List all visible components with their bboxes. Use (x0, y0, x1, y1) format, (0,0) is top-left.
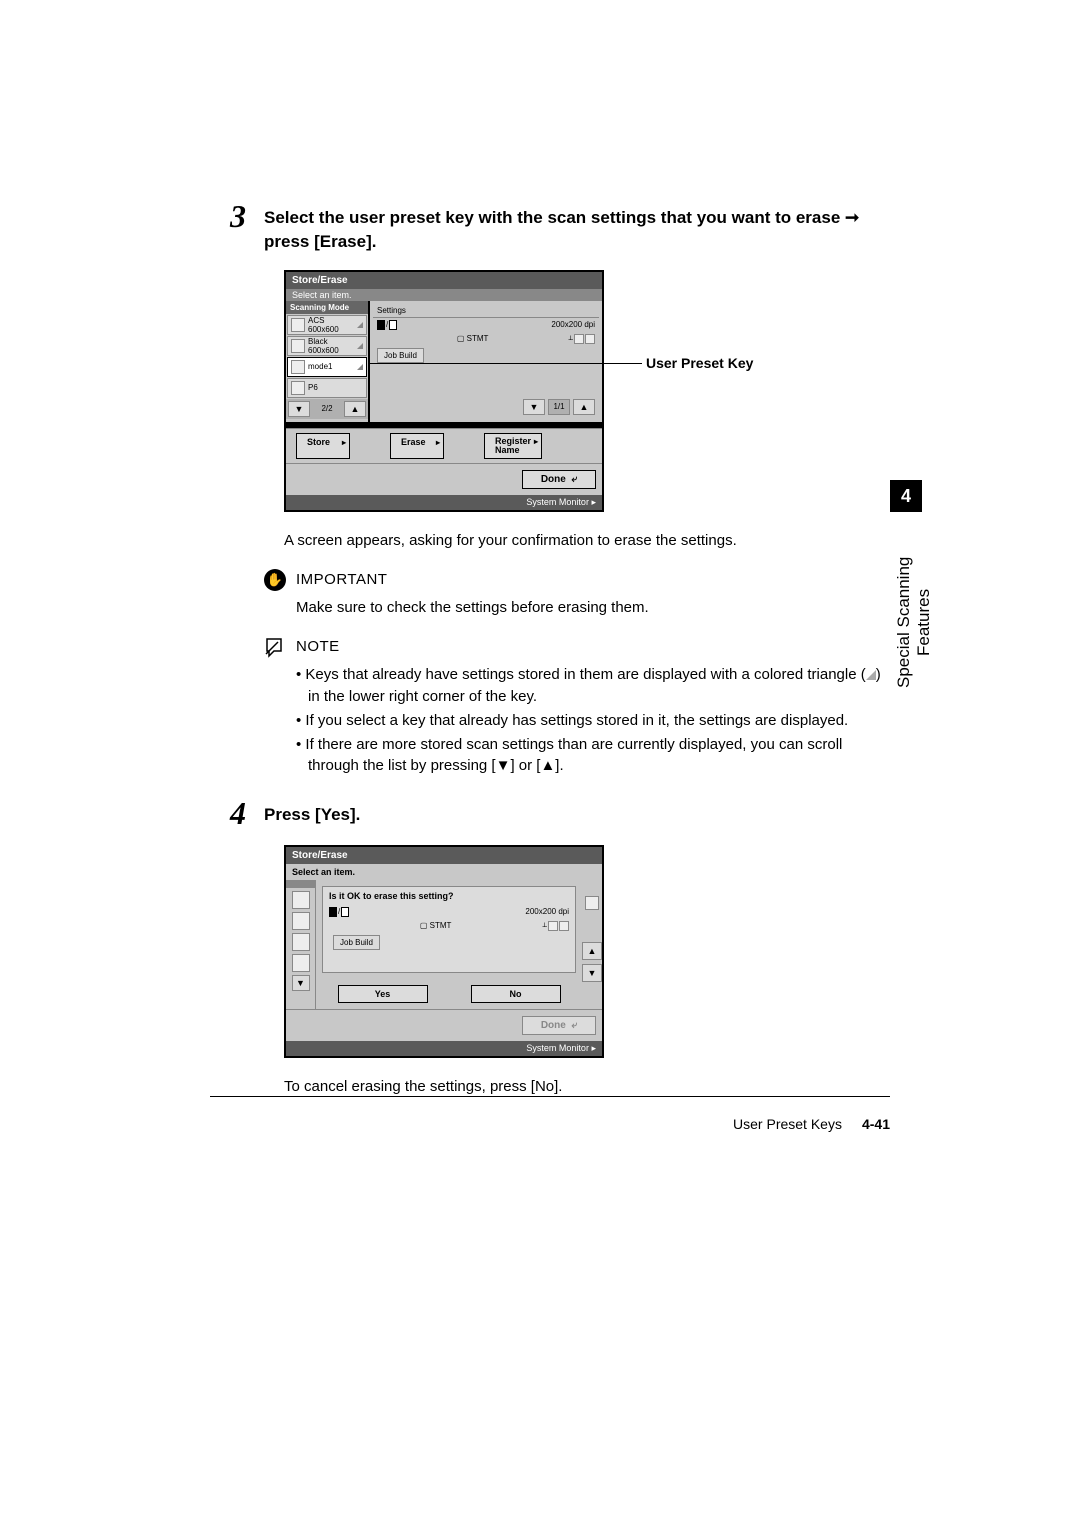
preset-item[interactable]: ACS600x600 (287, 315, 367, 335)
footer-section: User Preset Keys (733, 1116, 842, 1132)
chapter-number: 4 (890, 480, 922, 512)
step-3-text: Select the user preset key with the scan… (264, 200, 890, 254)
left-page-indicator: 2/2 (310, 404, 344, 413)
callout-line (370, 363, 642, 364)
page-up-button[interactable]: ▲ (573, 399, 595, 415)
ss2-ghost-left: ▼ (286, 880, 316, 1009)
ss2-title: Store/Erase (286, 847, 602, 864)
paper-size: STMT (467, 334, 489, 343)
cancel-text: To cancel erasing the settings, press [N… (284, 1076, 890, 1097)
nav-down-button[interactable]: ▼ (292, 975, 310, 991)
yes-button[interactable]: Yes (338, 985, 428, 1003)
ss2-scroll: ▲ ▼ (582, 880, 602, 1009)
preset-icon (291, 318, 305, 332)
store-button[interactable]: Store▸ (296, 433, 350, 459)
step-4-text: Press [Yes]. (264, 797, 360, 829)
stored-triangle-icon (357, 322, 363, 328)
register-name-button[interactable]: Register Name▸ (484, 433, 542, 459)
store-erase-screenshot-1: Store/Erase Select an item. Scanning Mod… (284, 270, 604, 512)
confirm-dialog: Is it OK to erase this setting? / 200x20… (322, 886, 576, 973)
arrow-icon: ➞ (845, 208, 859, 227)
preset-item[interactable]: Black600x600 (287, 336, 367, 356)
nav-up-button[interactable]: ▲ (344, 401, 366, 417)
screenshot-2-wrap: Store/Erase Select an item. ▼ Is it OK t… (284, 845, 890, 1058)
system-monitor-bar[interactable]: System Monitor ▸ (286, 1041, 602, 1056)
step-4-number: 4 (230, 797, 264, 829)
ss2-subtitle: Select an item. (286, 864, 602, 880)
confirmation-text: A screen appears, asking for your confir… (284, 530, 890, 551)
nav-down-button[interactable]: ▼ (288, 401, 310, 417)
page-down-button[interactable]: ▼ (523, 399, 545, 415)
resolution-value: 200x200 dpi (525, 907, 569, 917)
scroll-up-button[interactable]: ▲ (582, 942, 602, 960)
done-button-disabled: Done ⤶ (522, 1016, 596, 1035)
important-row: ✋ IMPORTANT (264, 569, 890, 591)
orientation-icon: / (329, 907, 349, 917)
callout-label: User Preset Key (646, 355, 753, 371)
orientation-icons: ⟂ (568, 334, 595, 344)
ss1-subtitle: Select an item. (286, 289, 602, 301)
ss1-settings-header: Settings (373, 304, 599, 318)
note-item: If you select a key that already has set… (296, 710, 890, 732)
preset-item-selected[interactable]: mode1 (287, 357, 367, 377)
note-list: Keys that already have settings stored i… (296, 664, 890, 777)
paper-size: STMT (430, 921, 452, 930)
system-monitor-bar[interactable]: System Monitor ▸ (286, 495, 602, 510)
step-3-heading: 3 Select the user preset key with the sc… (230, 200, 890, 254)
preset-item[interactable]: P6 (287, 378, 367, 398)
job-build-chip: Job Build (333, 935, 380, 950)
erase-button[interactable]: Erase▸ (390, 433, 444, 459)
chapter-title: Special Scanning Features (888, 522, 934, 722)
scroll-down-button[interactable]: ▼ (582, 964, 602, 982)
store-erase-screenshot-2: Store/Erase Select an item. ▼ Is it OK t… (284, 845, 604, 1058)
resolution-value: 200x200 dpi (551, 320, 595, 329)
page-indicator: 1/1 (548, 399, 570, 415)
note-icon (264, 636, 286, 658)
chapter-tab: 4 Special Scanning Features (888, 480, 924, 720)
footer-rule (210, 1096, 890, 1097)
preset-icon (291, 381, 305, 395)
ss1-right-panel: Settings / 200x200 dpi ▢ STMT ⟂ Job Buil… (370, 301, 602, 422)
stored-triangle-icon (357, 364, 363, 370)
ss1-title: Store/Erase (286, 272, 602, 289)
done-button[interactable]: Done ⤶ (522, 470, 596, 489)
page-footer: User Preset Keys 4-41 (210, 1116, 890, 1132)
confirm-question: Is it OK to erase this setting? (329, 891, 569, 901)
screenshot-1-wrap: Store/Erase Select an item. Scanning Mod… (284, 270, 890, 512)
ss1-left-panel: Scanning Mode ACS600x600 Black600x600 mo… (286, 301, 370, 422)
stored-triangle-icon (357, 343, 363, 349)
preset-icon (291, 360, 305, 374)
orientation-icon: / (377, 320, 397, 330)
important-text: Make sure to check the settings before e… (296, 597, 890, 619)
side-icon (585, 896, 599, 910)
note-item: If there are more stored scan settings t… (296, 734, 890, 778)
no-button[interactable]: No (471, 985, 561, 1003)
preset-icon (291, 339, 305, 353)
ss1-scanmode-header: Scanning Mode (286, 301, 368, 314)
footer-page-number: 4-41 (862, 1116, 890, 1132)
note-row: NOTE (264, 636, 890, 658)
important-label: IMPORTANT (296, 569, 387, 588)
triangle-icon (866, 670, 876, 680)
note-label: NOTE (296, 636, 340, 655)
step-4-heading: 4 Press [Yes]. (230, 797, 890, 829)
orientation-icons: ⟂ (542, 921, 569, 931)
important-icon: ✋ (264, 569, 286, 591)
job-build-chip: Job Build (377, 348, 424, 363)
step-3-number: 3 (230, 200, 264, 254)
note-item: Keys that already have settings stored i… (296, 664, 890, 708)
